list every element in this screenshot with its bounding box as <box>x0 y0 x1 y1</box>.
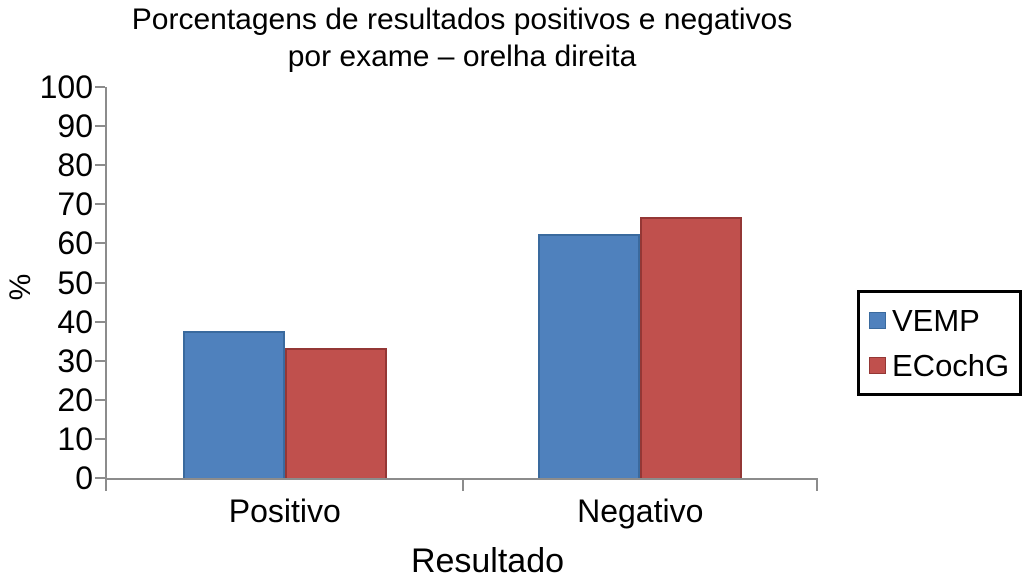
y-tick-label-60: 60 <box>57 225 93 262</box>
legend-item-vemp: VEMP <box>869 304 1019 337</box>
y-tick-label-80: 80 <box>57 147 93 184</box>
y-tick-label-40: 40 <box>57 303 93 340</box>
y-tick-mark-100 <box>95 86 105 88</box>
y-tick-mark-80 <box>95 164 105 167</box>
legend-label-ecochg: ECochG <box>892 347 1010 383</box>
y-tick-mark-40 <box>95 320 105 323</box>
y-tick-label-30: 30 <box>57 342 93 379</box>
chart-title-line-1: Porcentagens de resultados positivos e n… <box>131 3 793 36</box>
x-category-label-positivo: Positivo <box>228 493 341 529</box>
x-category-label-negativo: Negativo <box>577 493 704 529</box>
y-tick-mark-0 <box>95 477 105 479</box>
x-axis-label: Resultado <box>410 542 565 580</box>
y-tick-mark-90 <box>95 125 105 128</box>
y-tick-mark-50 <box>95 281 105 284</box>
y-tick-mark-70 <box>95 203 105 206</box>
y-tick-label-50: 50 <box>57 264 93 301</box>
x-tick-mark-2 <box>816 478 818 491</box>
y-tick-label-20: 20 <box>57 381 93 418</box>
chart-title: Porcentagens de resultados positivos e n… <box>0 1 924 75</box>
y-tick-mark-10 <box>95 437 105 440</box>
bar-vemp-positivo <box>182 331 285 478</box>
y-tick-label-0: 0 <box>75 460 93 496</box>
y-tick-label-100: 100 <box>39 69 93 105</box>
y-tick-mark-60 <box>95 242 105 245</box>
y-tick-mark-20 <box>95 398 105 401</box>
legend-swatch-vemp-icon <box>869 312 886 330</box>
legend-item-ecochg: ECochG <box>869 349 1019 382</box>
x-tick-mark-0 <box>105 478 107 491</box>
bar-ecochg-positivo <box>284 347 387 478</box>
y-tick-mark-30 <box>95 359 105 362</box>
chart-title-line-2: por exame – orelha direita <box>287 40 637 73</box>
legend-label-vemp: VEMP <box>892 303 980 339</box>
bar-ecochg-negativo <box>640 217 743 478</box>
y-tick-label-10: 10 <box>57 420 93 457</box>
y-tick-label-90: 90 <box>57 108 93 145</box>
bar-vemp-negativo <box>538 233 641 478</box>
x-tick-mark-1 <box>461 478 464 491</box>
legend: VEMP ECochG <box>857 290 1022 396</box>
legend-swatch-ecochg-icon <box>869 356 886 374</box>
y-tick-label-70: 70 <box>57 186 93 223</box>
plot-area: 0 10 20 30 40 50 60 70 80 90 100 Positivo Negativo <box>40 71 818 528</box>
